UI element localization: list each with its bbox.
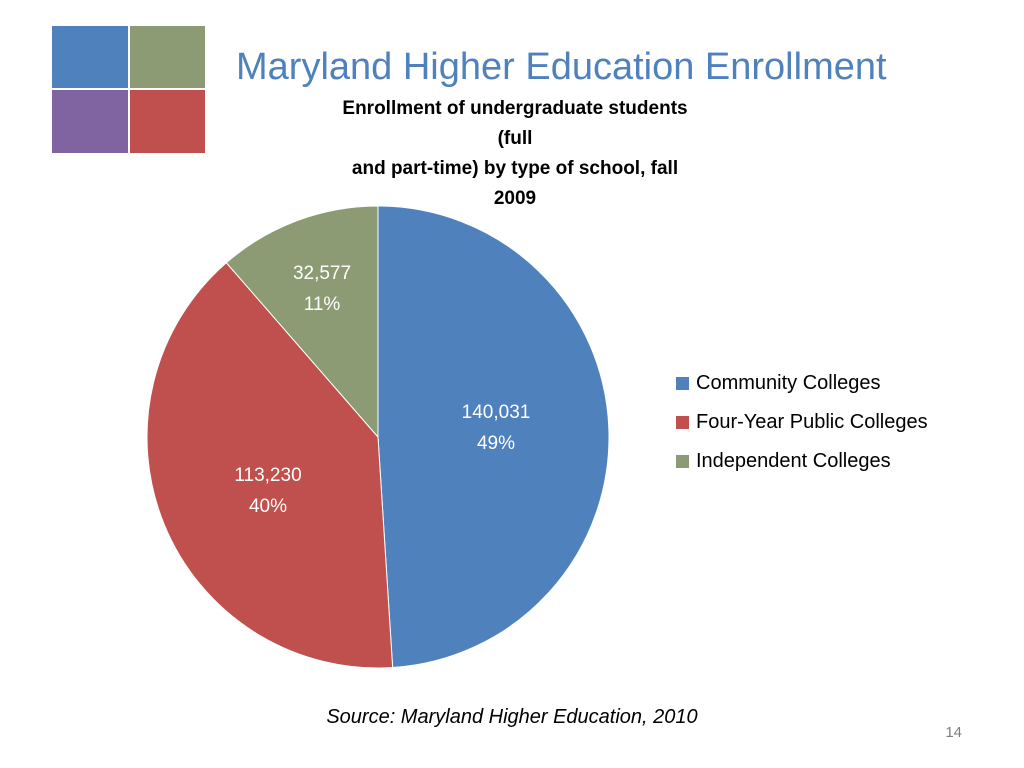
data-label-percent-community-colleges: 49% bbox=[477, 433, 515, 454]
data-label-value-community-colleges: 140,031 bbox=[462, 402, 531, 423]
logo-square-blue bbox=[52, 26, 128, 88]
legend-swatch-community-colleges bbox=[676, 377, 689, 390]
logo-square-green bbox=[130, 26, 205, 88]
data-label-percent-independent-colleges: 11% bbox=[304, 294, 341, 315]
data-label-value-four-year-public-colleges: 113,230 bbox=[234, 465, 301, 486]
data-label-percent-four-year-public-colleges: 40% bbox=[249, 496, 287, 517]
legend-label-community-colleges: Community Colleges bbox=[696, 372, 881, 394]
slide-title: Maryland Higher Education Enrollment bbox=[236, 46, 887, 88]
chart-subtitle: Enrollment of undergraduate students (fu… bbox=[330, 94, 700, 214]
legend-swatch-independent-colleges bbox=[676, 455, 689, 468]
legend-label-four-year-public-colleges: Four-Year Public Colleges bbox=[696, 411, 928, 433]
data-label-value-independent-colleges: 32,577 bbox=[293, 263, 351, 284]
logo-grid bbox=[52, 26, 205, 153]
logo-square-purple bbox=[52, 90, 128, 153]
page-number: 14 bbox=[945, 724, 962, 741]
chart-legend: Community Colleges Four-Year Public Coll… bbox=[676, 364, 928, 481]
pie-slice-community-colleges bbox=[377, 205, 610, 669]
legend-item-independent-colleges: Independent Colleges bbox=[676, 442, 928, 481]
pie-slice-independent-colleges bbox=[225, 205, 379, 439]
legend-item-community-colleges: Community Colleges bbox=[676, 364, 928, 403]
legend-swatch-four-year-public-colleges bbox=[676, 416, 689, 429]
chart-subtitle-line2: and part-time) by type of school, fall 2… bbox=[351, 158, 679, 209]
source-note: Source: Maryland Higher Education, 2010 bbox=[326, 706, 698, 728]
pie-slice-four-year-public-colleges bbox=[146, 262, 394, 669]
logo-square-red bbox=[130, 90, 205, 153]
chart-subtitle-line1: Enrollment of undergraduate students (fu… bbox=[342, 98, 688, 149]
legend-label-independent-colleges: Independent Colleges bbox=[696, 450, 891, 472]
legend-item-four-year-public-colleges: Four-Year Public Colleges bbox=[676, 403, 928, 442]
